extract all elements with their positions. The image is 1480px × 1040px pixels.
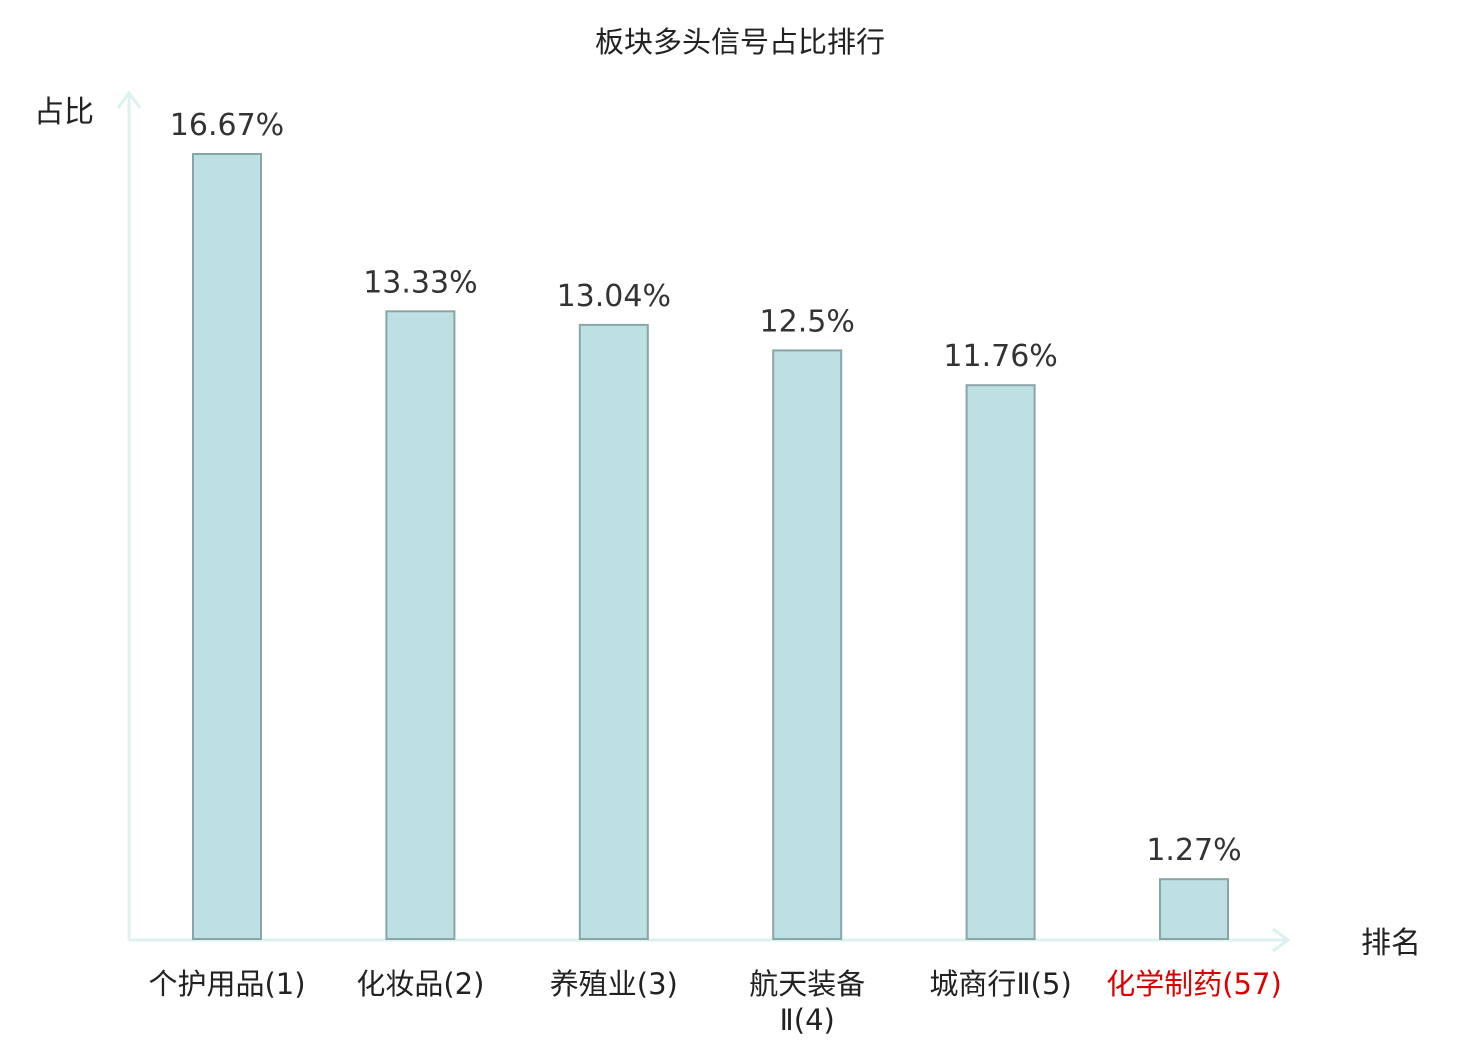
bar-value-label: 1.27% bbox=[1146, 833, 1241, 868]
bar-value-label: 16.67% bbox=[170, 108, 284, 143]
category-label: 化妆品(2) bbox=[356, 967, 484, 1001]
y-axis-label: 占比 bbox=[34, 95, 94, 130]
bar bbox=[385, 310, 456, 940]
bar-value-label: 12.5% bbox=[760, 304, 855, 339]
bar bbox=[1159, 878, 1229, 941]
x-axis-label: 排名 bbox=[1361, 926, 1421, 961]
category-label: 化学制药(57) bbox=[1106, 967, 1282, 1001]
x-axis-arrow bbox=[1272, 927, 1291, 953]
y-axis-arrow bbox=[116, 90, 142, 109]
category-label: 个护用品(1) bbox=[148, 967, 305, 1001]
bar bbox=[578, 323, 649, 940]
bar bbox=[965, 384, 1036, 940]
category-label: Ⅱ(4) bbox=[780, 1003, 835, 1037]
bar-value-label: 11.76% bbox=[943, 339, 1057, 374]
category-label: 城商行Ⅱ(5) bbox=[929, 967, 1071, 1001]
bars: 16.67% 个护用品(1) 13.33% 化妆品(2) 13.04% 养殖业(3) 12.… bbox=[148, 108, 1281, 1037]
bar bbox=[192, 153, 262, 940]
category-label: 航天装备 bbox=[749, 967, 865, 1001]
category-label: 养殖业(3) bbox=[550, 967, 678, 1001]
bar-value-label: 13.04% bbox=[557, 279, 671, 314]
bar-value-label: 13.33% bbox=[363, 265, 477, 300]
bar bbox=[772, 349, 843, 940]
chart-title: 板块多头信号占比排行 bbox=[595, 25, 885, 59]
